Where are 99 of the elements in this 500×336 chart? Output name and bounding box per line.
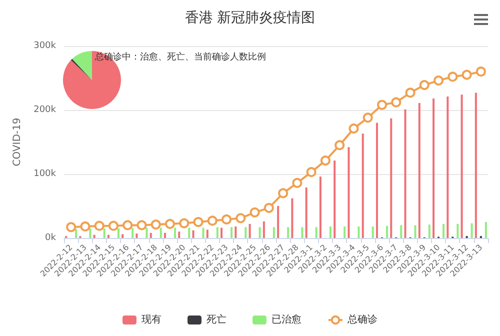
bar bbox=[428, 224, 430, 238]
chart-title: 香港 新冠肺炎疫情图 bbox=[184, 10, 316, 26]
bar bbox=[484, 222, 487, 238]
bar bbox=[460, 94, 463, 238]
bar bbox=[122, 234, 124, 238]
bar bbox=[291, 198, 294, 238]
point bbox=[306, 167, 316, 178]
bar bbox=[230, 227, 233, 238]
bar bbox=[262, 221, 265, 238]
point bbox=[348, 124, 359, 134]
bar bbox=[358, 226, 360, 238]
text: 总确诊中：治愈、死亡、当前确诊人数比例 bbox=[94, 52, 266, 62]
legend-label: 死亡 bbox=[206, 314, 226, 326]
bar bbox=[319, 176, 322, 238]
point bbox=[377, 100, 387, 110]
bar bbox=[301, 227, 304, 238]
legend-label: 总确诊 bbox=[346, 314, 378, 326]
point bbox=[405, 88, 416, 98]
bar bbox=[188, 228, 190, 238]
bar bbox=[390, 118, 392, 238]
bar bbox=[93, 234, 96, 238]
point bbox=[320, 156, 330, 166]
bar bbox=[164, 232, 166, 238]
point bbox=[66, 222, 76, 232]
y-tick-label: 0k bbox=[45, 233, 57, 243]
point bbox=[236, 213, 246, 224]
bar bbox=[178, 232, 180, 238]
bar bbox=[146, 228, 148, 238]
bar bbox=[470, 223, 473, 238]
bar bbox=[192, 230, 194, 238]
point bbox=[334, 140, 345, 150]
legend-label: 已治愈 bbox=[272, 314, 302, 326]
bar bbox=[75, 229, 78, 238]
point bbox=[391, 97, 402, 108]
bar bbox=[372, 226, 374, 238]
bar bbox=[103, 228, 106, 238]
bar bbox=[206, 230, 208, 238]
point bbox=[434, 76, 444, 86]
bar bbox=[362, 134, 364, 238]
point bbox=[150, 220, 161, 230]
bar bbox=[248, 224, 251, 238]
bar bbox=[329, 226, 332, 238]
bar bbox=[376, 122, 378, 238]
point bbox=[419, 80, 430, 90]
y-axis-title: COVID-19 bbox=[12, 118, 24, 166]
bar bbox=[334, 160, 336, 238]
point bbox=[179, 218, 190, 228]
point bbox=[250, 207, 260, 218]
bar bbox=[305, 187, 308, 238]
point bbox=[278, 188, 288, 198]
bar bbox=[107, 234, 110, 238]
point bbox=[207, 216, 218, 226]
bar bbox=[418, 102, 420, 238]
bar bbox=[244, 227, 247, 238]
bar bbox=[287, 227, 290, 238]
point bbox=[292, 178, 302, 188]
bar bbox=[160, 228, 162, 238]
point bbox=[80, 221, 90, 232]
bar bbox=[220, 228, 223, 238]
point bbox=[165, 218, 175, 229]
bar bbox=[150, 232, 152, 238]
point bbox=[264, 202, 274, 213]
point bbox=[122, 220, 133, 230]
point bbox=[108, 220, 118, 231]
bar bbox=[474, 92, 477, 238]
bar bbox=[234, 226, 237, 238]
bar bbox=[272, 227, 275, 238]
bar bbox=[258, 227, 261, 238]
bar bbox=[277, 206, 280, 238]
point bbox=[94, 220, 104, 231]
point bbox=[448, 72, 458, 82]
point bbox=[136, 220, 147, 230]
bar bbox=[89, 228, 92, 238]
point bbox=[193, 217, 204, 227]
bar bbox=[117, 228, 120, 238]
bar bbox=[432, 98, 435, 238]
bar bbox=[442, 224, 445, 238]
bar bbox=[216, 227, 218, 238]
bar bbox=[404, 109, 406, 238]
bar bbox=[386, 226, 388, 238]
bar bbox=[348, 147, 350, 238]
point bbox=[462, 70, 472, 80]
y-tick-label: 100k bbox=[34, 169, 57, 179]
bar bbox=[344, 226, 346, 238]
bar bbox=[136, 234, 138, 238]
point bbox=[476, 66, 486, 77]
bar bbox=[446, 96, 449, 238]
bar bbox=[400, 225, 402, 238]
y-tick-label: 300k bbox=[34, 41, 57, 51]
point bbox=[222, 214, 232, 224]
y-tick-label: 200k bbox=[34, 105, 57, 115]
bar bbox=[132, 228, 134, 238]
bar bbox=[315, 227, 318, 238]
bar bbox=[174, 228, 176, 238]
bar bbox=[202, 228, 204, 238]
legend-label: 现有 bbox=[142, 314, 162, 326]
bar bbox=[456, 224, 459, 238]
bar bbox=[414, 225, 416, 238]
point bbox=[362, 112, 373, 123]
